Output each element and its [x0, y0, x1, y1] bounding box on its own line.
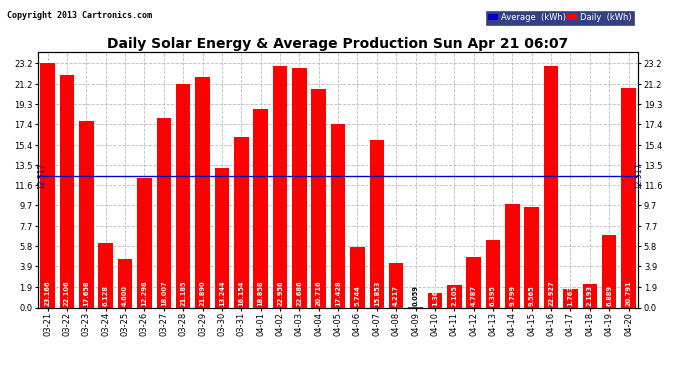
Text: 6.128: 6.128 [103, 285, 109, 306]
Text: 22.106: 22.106 [64, 280, 70, 306]
Title: Daily Solar Energy & Average Production Sun Apr 21 06:07: Daily Solar Energy & Average Production … [108, 38, 569, 51]
Text: 13.244: 13.244 [219, 280, 225, 306]
Bar [428, 293, 442, 308]
Bar [486, 240, 500, 308]
Text: 0.059: 0.059 [413, 285, 419, 306]
Bar [563, 289, 578, 308]
Bar [273, 66, 287, 308]
Bar [157, 118, 171, 308]
Bar [408, 307, 423, 308]
Text: 22.956: 22.956 [277, 280, 283, 306]
Text: 9.565: 9.565 [529, 285, 535, 306]
Text: 2.105: 2.105 [451, 285, 457, 306]
Bar [582, 284, 597, 308]
Text: 20.716: 20.716 [316, 280, 322, 306]
Text: 5.744: 5.744 [355, 285, 360, 306]
Text: 6.395: 6.395 [490, 285, 496, 306]
Bar [389, 263, 404, 308]
Text: 18.007: 18.007 [161, 280, 167, 306]
Text: Copyright 2013 Cartronics.com: Copyright 2013 Cartronics.com [7, 11, 152, 20]
Bar [370, 141, 384, 308]
Text: 17.428: 17.428 [335, 280, 341, 306]
Text: 22.686: 22.686 [297, 280, 302, 306]
Bar [505, 204, 520, 308]
Bar [41, 63, 55, 308]
Bar [602, 235, 616, 308]
Text: 18.858: 18.858 [257, 280, 264, 306]
Bar [253, 109, 268, 308]
Text: 21.890: 21.890 [199, 280, 206, 306]
Bar [60, 75, 75, 308]
Text: 21.185: 21.185 [180, 280, 186, 306]
Legend: Average  (kWh), Daily  (kWh): Average (kWh), Daily (kWh) [486, 11, 634, 25]
Text: 4.600: 4.600 [122, 285, 128, 306]
Bar [621, 88, 635, 308]
Text: 22.927: 22.927 [548, 280, 554, 306]
Text: 12.517: 12.517 [633, 162, 643, 189]
Text: 12.298: 12.298 [141, 280, 148, 306]
Text: 17.658: 17.658 [83, 280, 90, 306]
Bar [447, 285, 462, 308]
Text: 20.791: 20.791 [626, 280, 631, 306]
Bar [99, 243, 113, 308]
Text: 1.367: 1.367 [432, 285, 438, 306]
Bar [331, 124, 346, 308]
Bar [234, 137, 248, 308]
Bar [137, 178, 152, 308]
Bar [292, 69, 306, 308]
Bar [118, 259, 132, 308]
Bar [195, 77, 210, 308]
Text: 1.763: 1.763 [567, 285, 573, 306]
Text: 12.517: 12.517 [37, 162, 46, 189]
Text: 23.166: 23.166 [45, 280, 50, 306]
Bar [524, 207, 539, 308]
Bar [311, 89, 326, 308]
Text: 4.787: 4.787 [471, 285, 477, 306]
Bar [544, 66, 558, 308]
Text: 4.217: 4.217 [393, 285, 400, 306]
Bar [351, 247, 365, 308]
Bar [466, 257, 481, 307]
Text: 2.193: 2.193 [586, 285, 593, 306]
Bar [176, 84, 190, 308]
Bar [79, 122, 94, 308]
Text: 16.154: 16.154 [238, 280, 244, 306]
Text: 9.799: 9.799 [509, 285, 515, 306]
Text: 15.853: 15.853 [374, 280, 380, 306]
Text: 6.889: 6.889 [607, 285, 612, 306]
Bar [215, 168, 229, 308]
